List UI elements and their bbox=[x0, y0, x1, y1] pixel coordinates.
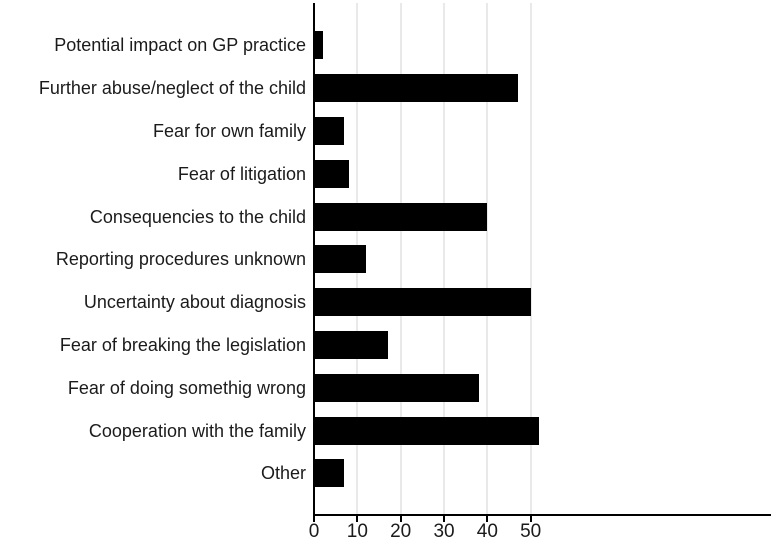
bar bbox=[314, 159, 349, 188]
bar-cell bbox=[314, 74, 771, 103]
x-axis-line bbox=[313, 514, 771, 516]
x-tick-mark bbox=[486, 516, 489, 522]
bar-cell bbox=[314, 459, 771, 488]
x-tick-mark bbox=[443, 516, 446, 522]
category-label: Cooperation with the family bbox=[88, 420, 306, 441]
bar-cell bbox=[314, 116, 771, 145]
category-label: Fear for own family bbox=[152, 120, 306, 141]
gridline bbox=[529, 3, 532, 514]
bar bbox=[314, 459, 345, 488]
category-label: Fear of breaking the legislation bbox=[59, 334, 306, 355]
bar-cell bbox=[314, 330, 771, 359]
x-tick-label: 50 bbox=[520, 521, 542, 542]
bar-row: Fear of doing somethig wrong bbox=[0, 366, 771, 409]
bar-row: Cooperation with the family bbox=[0, 409, 771, 452]
bar-cell bbox=[314, 373, 771, 402]
x-tick-mark bbox=[356, 516, 359, 522]
bar-row: Reporting procedures unknown bbox=[0, 238, 771, 281]
bar-cell bbox=[314, 416, 771, 445]
bar-rows: Potential impact on GP practice Further a… bbox=[0, 24, 771, 495]
bar-row: Other bbox=[0, 452, 771, 495]
category-label: Fear of doing somethig wrong bbox=[67, 377, 306, 398]
bar-row: Consequencies to the child bbox=[0, 195, 771, 238]
x-tick-label: 20 bbox=[390, 521, 412, 542]
category-label: Potential impact on GP practice bbox=[54, 35, 306, 56]
x-tick-label: 0 bbox=[308, 521, 320, 542]
bar-row: Further abuse/neglect of the child bbox=[0, 67, 771, 110]
bar bbox=[314, 116, 345, 145]
x-tick-mark bbox=[313, 516, 315, 522]
x-tick-label: 30 bbox=[433, 521, 455, 542]
gridline bbox=[443, 3, 446, 514]
bar bbox=[314, 330, 388, 359]
x-tick-label: 40 bbox=[476, 521, 498, 542]
bar-cell bbox=[314, 159, 771, 188]
bar-row: Fear for own family bbox=[0, 110, 771, 153]
bar bbox=[314, 416, 540, 445]
x-tick-label: 10 bbox=[346, 521, 368, 542]
category-label: Consequencies to the child bbox=[89, 206, 306, 227]
category-label: Other bbox=[260, 463, 306, 484]
category-label: Uncertainty about diagnosis bbox=[83, 292, 306, 313]
x-tick-mark bbox=[529, 516, 532, 522]
bar-row: Potential impact on GP practice bbox=[0, 24, 771, 67]
bar-row: Fear of breaking the legislation bbox=[0, 324, 771, 367]
bar bbox=[314, 288, 531, 317]
bar bbox=[314, 74, 518, 103]
bar bbox=[314, 31, 323, 60]
bar bbox=[314, 245, 366, 274]
x-tick-mark bbox=[399, 516, 402, 522]
category-label: Fear of litigation bbox=[177, 163, 306, 184]
bar-cell bbox=[314, 288, 771, 317]
bar-cell bbox=[314, 245, 771, 274]
bar-cell bbox=[314, 31, 771, 60]
bar bbox=[314, 202, 488, 231]
category-label: Further abuse/neglect of the child bbox=[38, 78, 306, 99]
bar-row: Fear of litigation bbox=[0, 152, 771, 195]
gridline bbox=[399, 3, 402, 514]
y-axis-line bbox=[313, 3, 315, 516]
gridline bbox=[486, 3, 489, 514]
category-label: Reporting procedures unknown bbox=[55, 249, 306, 270]
bar-row: Uncertainty about diagnosis bbox=[0, 281, 771, 324]
bar bbox=[314, 373, 479, 402]
bar-cell bbox=[314, 202, 771, 231]
